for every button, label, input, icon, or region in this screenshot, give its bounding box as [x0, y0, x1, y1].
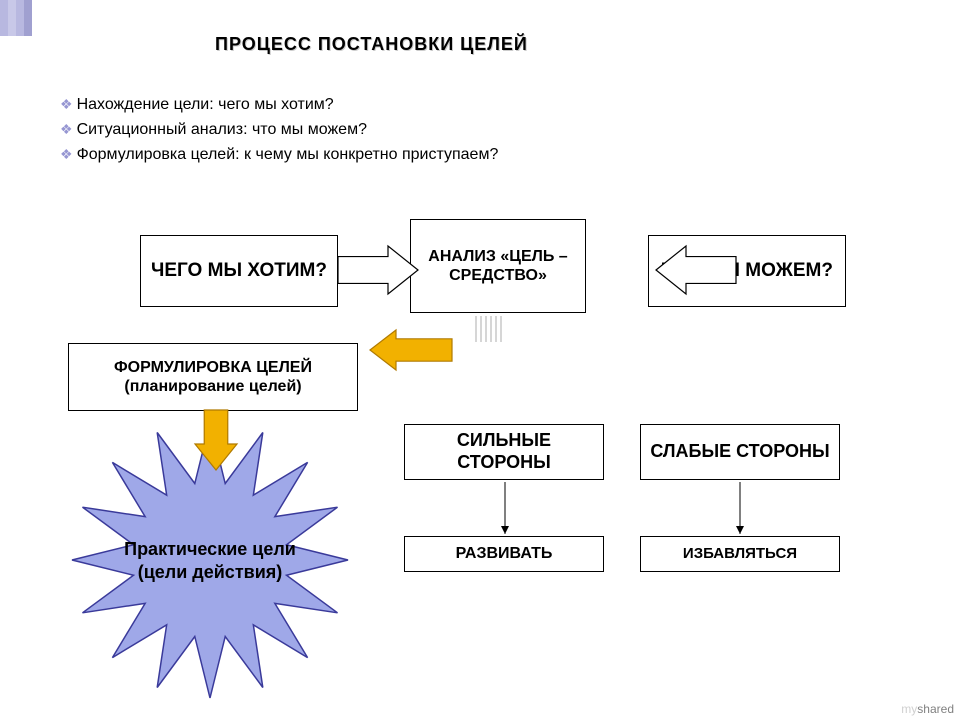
box-strengths: СИЛЬНЫЕ СТОРОНЫ [404, 424, 604, 480]
corner-strip [0, 0, 36, 36]
bullet-list: Нахождение цели: чего мы хотим?Ситуацион… [60, 92, 498, 167]
bullet-item: Ситуационный анализ: что мы можем? [60, 117, 498, 142]
box-develop: РАЗВИВАТЬ [404, 536, 604, 572]
box-goal-formulation: ФОРМУЛИРОВКА ЦЕЛЕЙ (планирование целей) [68, 343, 358, 411]
box-get-rid: ИЗБАВЛЯТЬСЯ [640, 536, 840, 572]
watermark: myshared [901, 702, 954, 716]
box-what-we-want: ЧЕГО МЫ ХОТИМ? [140, 235, 338, 307]
slide-title: ПРОЦЕСС ПОСТАНОВКИ ЦЕЛЕЙ [215, 34, 528, 55]
box-weaknesses: СЛАБЫЕ СТОРОНЫ [640, 424, 840, 480]
bullet-item: Нахождение цели: чего мы хотим? [60, 92, 498, 117]
box-what-we-can: ЧТО МЫ МОЖЕМ? [648, 235, 846, 307]
bullet-item: Формулировка целей: к чему мы конкретно … [60, 142, 498, 167]
box-goal-means-analysis: АНАЛИЗ «ЦЕЛЬ – СРЕДСТВО» [410, 219, 586, 313]
starburst-label: Практические цели (цели действия) [100, 538, 320, 583]
